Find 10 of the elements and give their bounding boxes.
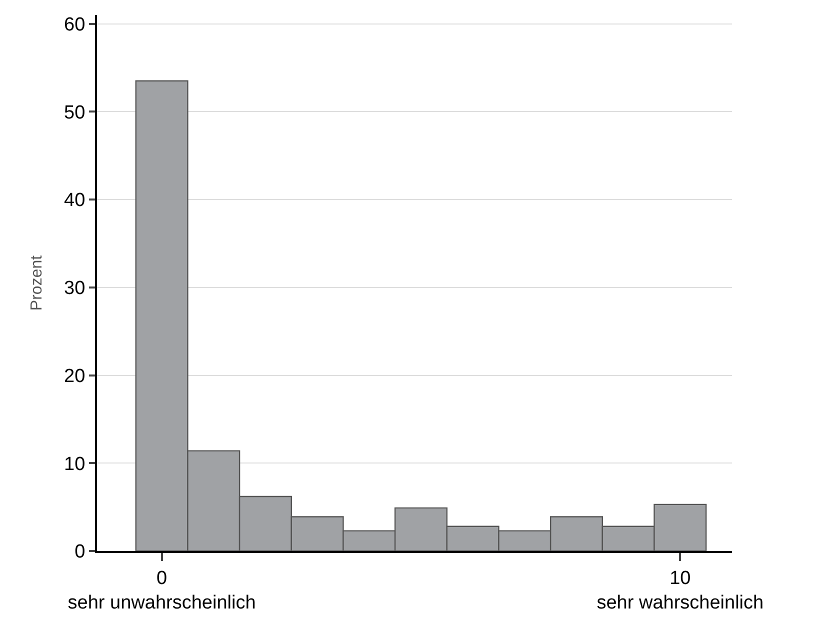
y-tick-label: 60	[64, 14, 86, 36]
y-tick-label: 0	[74, 542, 86, 563]
y-tick-label: 40	[64, 190, 86, 212]
x-tick-label: 10 sehr wahrscheinlich	[596, 568, 764, 614]
x-tick-label: 0 sehr unwahrscheinlich	[68, 568, 256, 614]
y-tick-label: 30	[64, 278, 86, 300]
y-tick-label: 50	[64, 102, 86, 124]
y-axis-title: Prozent	[28, 254, 46, 311]
y-tick-label: 10	[64, 454, 86, 475]
y-tick-label: 20	[64, 366, 86, 387]
